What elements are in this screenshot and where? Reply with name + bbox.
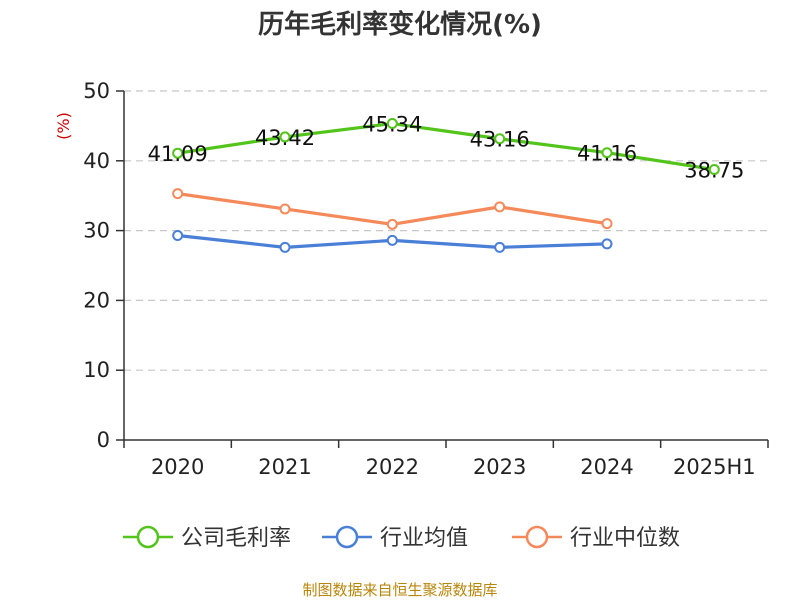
data-point <box>386 118 398 130</box>
legend-item: 行业均值 <box>322 525 468 551</box>
data-label: 41.09 <box>148 142 208 166</box>
legend-swatch-marker <box>525 525 549 549</box>
series-line <box>176 121 716 172</box>
data-label: 38.75 <box>684 159 744 183</box>
y-tick-label: 30 <box>83 219 110 243</box>
legend-swatch-marker <box>335 525 359 549</box>
data-label: 43.16 <box>470 128 530 152</box>
data-label: 41.16 <box>577 142 637 166</box>
legend-swatch-marker <box>136 525 160 549</box>
grid-lines <box>124 90 768 371</box>
axes: 0 10 20 30 40 50 2020 2021 2022 2023 2024 2025H1 <box>83 79 769 479</box>
y-tick-label: 50 <box>83 79 110 103</box>
y-tick-label: 40 <box>83 149 110 173</box>
y-tick-label: 20 <box>83 288 110 312</box>
data-point <box>494 201 506 213</box>
data-point <box>279 203 291 215</box>
x-tick-label: 2023 <box>473 455 526 479</box>
data-point <box>386 218 398 230</box>
legend-item: 公司毛利率 <box>123 525 291 551</box>
data-point <box>279 131 291 143</box>
data-labels: 41.09 43.42 45.34 43.16 41.16 38.75 <box>148 113 745 183</box>
x-tick-label: 2022 <box>366 455 419 479</box>
x-tick-label: 2020 <box>151 455 204 479</box>
x-tick-label: 2024 <box>580 455 633 479</box>
series-lines <box>172 118 720 253</box>
data-point <box>494 133 506 145</box>
data-point <box>708 164 720 176</box>
source-note: 制图数据来自恒生聚源数据库 <box>302 581 497 599</box>
data-point <box>172 147 184 159</box>
data-point <box>172 229 184 241</box>
x-tick-label: 2021 <box>258 455 311 479</box>
legend-item: 行业中位数 <box>512 525 680 551</box>
y-axis-unit: (%) <box>54 112 73 140</box>
y-tick-label: 0 <box>97 428 110 452</box>
data-label: 43.42 <box>255 126 315 150</box>
data-point <box>172 188 184 200</box>
data-point <box>601 218 613 230</box>
data-point <box>279 241 291 253</box>
data-point <box>494 241 506 253</box>
legend-label: 公司毛利率 <box>181 526 291 551</box>
legend-label: 行业均值 <box>380 526 468 551</box>
data-point <box>601 147 613 159</box>
data-point <box>601 238 613 250</box>
legend: 公司毛利率 行业均值 行业中位数 <box>123 525 680 551</box>
chart-title: 历年毛利率变化情况(%) <box>258 9 542 40</box>
y-tick-label: 10 <box>83 358 110 382</box>
legend-label: 行业中位数 <box>570 526 680 551</box>
data-label: 45.34 <box>362 113 422 137</box>
data-point <box>386 234 398 246</box>
x-tick-label: 2025H1 <box>673 455 756 479</box>
